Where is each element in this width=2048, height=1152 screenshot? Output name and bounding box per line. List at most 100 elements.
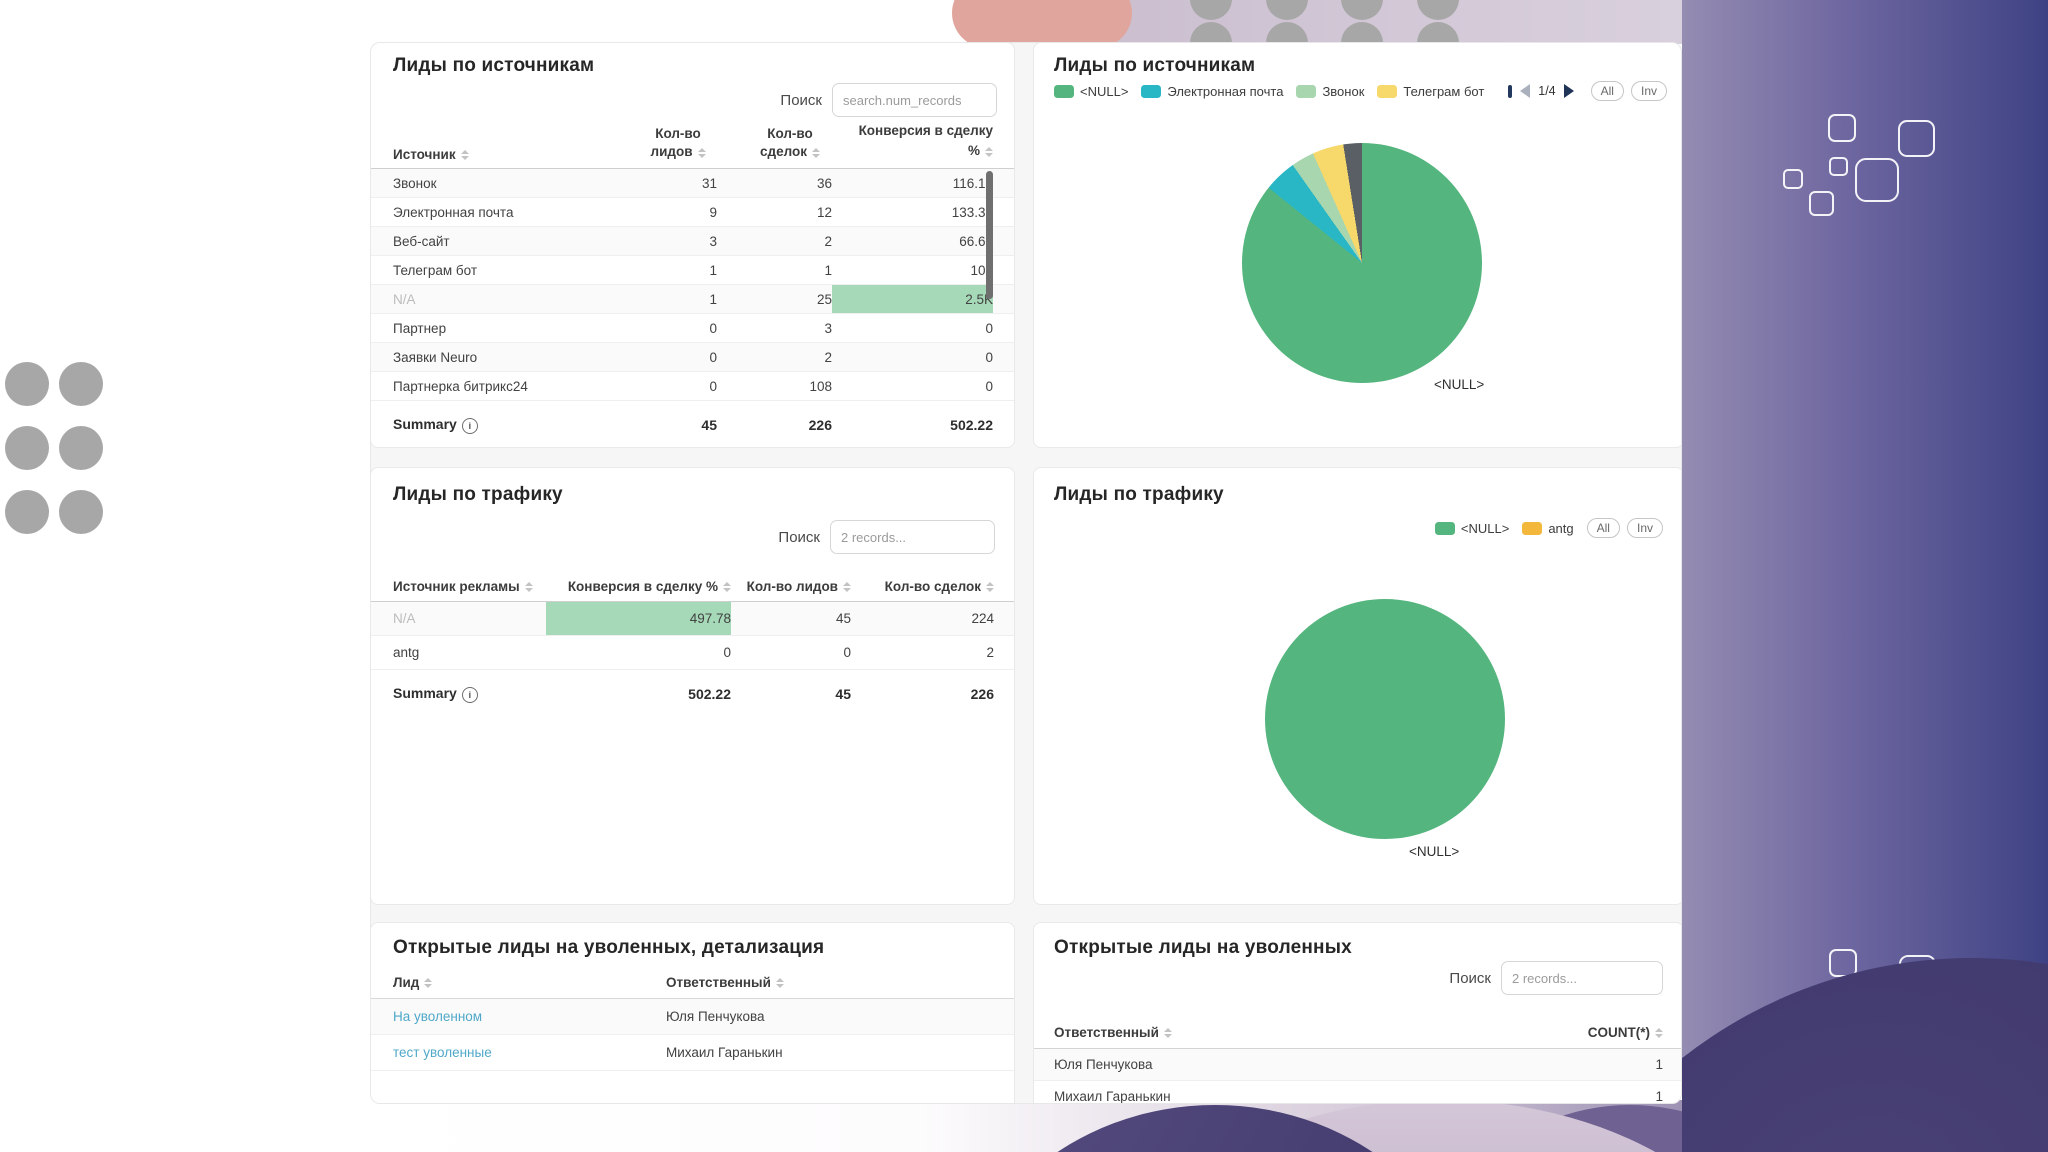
page-title: Лиды по источникам [393,55,595,76]
decor-dot [1341,0,1383,20]
panel-sources-table: Лиды по источникам Поиск Источник Кол-во… [371,43,1015,448]
summary-row: Summary i 502.22 45 226 [371,674,1014,714]
decor-dot [1190,0,1232,20]
panel-traffic-table: Лиды по трафику Поиск Источник рекламы К… [371,467,1015,905]
legend-item[interactable]: Телеграм бот [1377,84,1484,99]
search-input[interactable] [832,83,997,117]
search-bar: Поиск [780,83,997,117]
right-gradient-band [1682,0,2048,1152]
pie-slice-label: <NULL> [1409,844,1460,859]
column-header-lead[interactable]: Лид [393,975,666,990]
all-button[interactable]: All [1590,81,1624,101]
lead-link[interactable]: тест уволенные [393,1045,492,1060]
cell-deals: 25 [816,291,832,307]
page-title: Лиды по источникам [1054,55,1256,76]
sort-icon[interactable] [1163,1028,1172,1039]
pie-chart-sources[interactable] [1242,143,1482,383]
legend-item[interactable]: <NULL> [1054,84,1128,99]
search-input[interactable] [1501,961,1663,995]
all-button[interactable]: All [1586,518,1620,538]
first-page-icon[interactable] [1508,84,1513,98]
sort-icon[interactable] [1655,1028,1663,1039]
column-header-deals[interactable]: Кол-во сделок [851,579,994,594]
column-header-leads[interactable]: Кол-во лидов [731,579,851,594]
sort-icon[interactable] [723,582,731,593]
cell-source: Звонок [393,175,437,191]
table-row: Юля Пенчукова 1 [1034,1049,1681,1081]
decor-square [1828,114,1856,142]
sort-icon[interactable] [697,147,706,158]
pie-chart-traffic[interactable] [1265,599,1505,839]
cell-responsible: Михаил Гаранькин [1054,1089,1171,1104]
scrollbar-thumb[interactable] [986,171,993,299]
dashboard: Лиды по источникам Поиск Источник Кол-во… [370,42,1682,1104]
page-indicator: 1/4 [1538,84,1556,98]
cell-conversion: 0 [985,378,993,394]
legend-item[interactable]: <NULL> [1434,521,1509,536]
column-header-count[interactable]: COUNT(*) [1503,1025,1663,1040]
table-row: N/A 1 25 2.5K [371,285,1014,314]
prev-page-icon[interactable] [1520,84,1531,98]
legend-item[interactable]: Электронная почта [1141,84,1283,99]
table-body: Звонок 31 36 116.13 Электронная почта 9 … [371,169,1014,401]
next-page-icon[interactable] [1563,84,1574,98]
table-row: antg 0 0 2 [371,636,1014,670]
cell-responsible: Юля Пенчукова [666,1009,765,1024]
table-row: N/A 497.78 45 224 [371,602,1014,636]
lead-link[interactable]: На уволенном [393,1009,483,1024]
pie-slice-label: <NULL> [1434,377,1485,392]
info-icon[interactable]: i [461,687,478,704]
cell-source: Веб-сайт [393,233,450,249]
sort-icon[interactable] [986,582,994,593]
search-label: Поиск [1449,969,1491,987]
legend-item[interactable]: Звонок [1296,84,1364,99]
decor-dot [1266,0,1308,20]
sort-icon[interactable] [775,978,784,989]
summary-label: Summary i [393,416,602,435]
decor-dot [1266,22,1308,44]
column-header-source[interactable]: Источник [393,147,602,162]
cell-conversion: 116.13 [952,175,993,191]
inv-button[interactable]: Inv [1626,518,1663,538]
sort-icon[interactable] [460,149,469,160]
sort-icon[interactable] [812,147,820,158]
info-icon[interactable]: i [461,418,478,435]
cell-responsible: Юля Пенчукова [1054,1057,1153,1072]
chart-legend: <NULL> antg All Inv [1434,516,1663,540]
sort-icon[interactable] [524,582,533,593]
column-header-responsible[interactable]: Ответственный [1054,1025,1503,1040]
decor-dot [1341,22,1383,44]
column-header-deals[interactable]: Кол-во сделок [717,125,832,161]
cell-conversion: 0 [723,645,731,660]
cell-leads: 1 [709,262,717,278]
sort-icon[interactable] [843,582,851,593]
column-header-ad-source[interactable]: Источник рекламы [393,579,546,594]
cell-leads: 0 [709,378,717,394]
column-header-conversion[interactable]: Конверсия в сделку % [546,579,731,594]
bottom-decor-strip [370,1100,1682,1152]
column-header-leads[interactable]: Кол-во лидов [602,125,717,161]
decor-dot-grid [0,356,120,546]
chart-legend: <NULL> Электронная почта Звонок Телеграм… [1054,79,1667,103]
summary-leads: 45 [701,417,717,433]
sort-icon[interactable] [424,978,433,989]
legend-swatch [1377,84,1398,98]
cell-deals: 12 [816,204,832,220]
table-row: Партнер 0 3 0 [371,314,1014,343]
column-header-conversion[interactable]: Конверсия в сделку % [858,123,993,159]
inv-button[interactable]: Inv [1630,81,1667,101]
decor-square [1783,169,1803,189]
panel-fired-detail: Открытые лиды на уволенных, детализация … [371,922,1015,1103]
sort-icon[interactable] [985,146,993,157]
table-row: Телеграм бот 1 1 100 [371,256,1014,285]
page-title: Открытые лиды на уволенных, детализация [393,937,825,958]
table-row: Михаил Гаранькин 1 [1034,1081,1681,1104]
legend-item[interactable]: antg [1522,521,1574,536]
table-row: Звонок 31 36 116.13 [371,169,1014,198]
table-header: Ответственный COUNT(*) [1034,1017,1681,1049]
search-input[interactable] [830,520,995,554]
cell-deals: 108 [809,378,832,394]
table-body: N/A 497.78 45 224 antg 0 0 2 [371,602,1014,670]
column-header-responsible[interactable]: Ответственный [666,975,993,990]
cell-leads: 3 [709,233,717,249]
